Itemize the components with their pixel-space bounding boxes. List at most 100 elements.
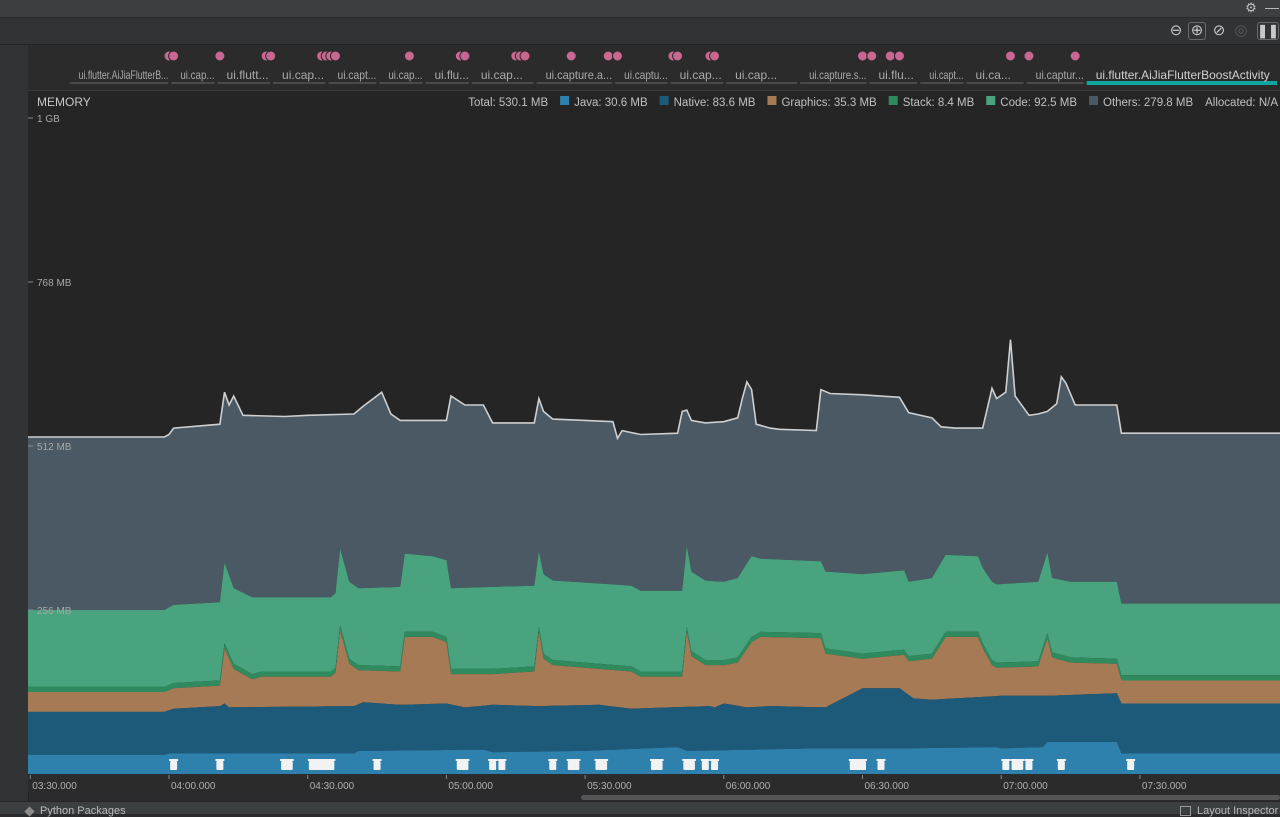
activity-label: ui.capt... (929, 68, 963, 82)
status-bar: Python Packages Layout Inspector (0, 801, 1280, 817)
x-tick-label: 07:00.000 (1003, 781, 1048, 792)
summary-text: Allocated: N/A (1205, 97, 1278, 109)
gc-event-icon[interactable] (169, 759, 179, 770)
interaction-event-marker (672, 50, 684, 62)
activity-label: ui.captur... (1036, 68, 1084, 82)
gc-event-icon[interactable] (326, 759, 336, 770)
pause-icon[interactable]: ❚❚ (1257, 22, 1279, 40)
gc-event-icon[interactable] (497, 759, 507, 770)
interaction-event-marker (403, 50, 415, 62)
interaction-event-marker (866, 50, 878, 62)
x-tick-label: 07:30.000 (1142, 781, 1187, 792)
legend-swatch (888, 96, 898, 105)
gc-event-icon[interactable] (571, 759, 581, 770)
interaction-event-marker (884, 50, 896, 62)
zoom-out-icon[interactable]: ⊖ (1169, 22, 1183, 39)
series-area-others (28, 339, 1280, 610)
gc-event-icon[interactable] (858, 759, 868, 770)
gc-event-icon[interactable] (372, 759, 382, 770)
gc-event-icon[interactable] (460, 759, 470, 770)
x-tick-label: 05:30.000 (587, 781, 632, 792)
gear-icon[interactable]: ⚙ (1245, 0, 1257, 15)
gc-event-icon[interactable] (599, 759, 609, 770)
memory-title: MEMORY (37, 95, 91, 109)
gc-event-icon[interactable] (654, 759, 664, 770)
y-tick-label: 768 MB (37, 278, 72, 289)
activity-label: ui.captu... (624, 68, 667, 82)
package-icon (24, 806, 35, 817)
interaction-event-marker (611, 50, 623, 62)
layout-inspector-tab[interactable]: Layout Inspector (1180, 805, 1278, 817)
minimize-icon[interactable]: — (1265, 0, 1279, 15)
reset-zoom-icon[interactable]: ⊘ (1212, 22, 1226, 39)
activity-label: ui.flu... (435, 68, 469, 82)
gc-event-icon[interactable] (1056, 759, 1066, 770)
interaction-event-marker (459, 50, 471, 62)
interaction-event-marker (168, 50, 180, 62)
gc-event-icon[interactable] (700, 759, 710, 770)
x-tick-label: 04:00.000 (171, 781, 216, 792)
gc-event-icon[interactable] (1024, 759, 1034, 770)
gc-event-icon[interactable] (686, 759, 696, 770)
gc-event-icon[interactable] (284, 759, 294, 770)
activity-label: ui.cap... (180, 68, 214, 82)
y-tick-label: 1 GB (37, 114, 60, 125)
activity-label: ui.capture.a... (546, 68, 613, 82)
gc-event-icon[interactable] (548, 759, 558, 770)
time-axis (28, 775, 1280, 792)
interaction-event-marker (265, 50, 277, 62)
legend-entry: Others: 279.8 MB (1103, 97, 1193, 109)
total-memory-line (28, 339, 1280, 441)
y-tick-label: 512 MB (37, 442, 72, 453)
activity-label: ui.flu... (878, 68, 913, 82)
legend-swatch (986, 96, 996, 105)
left-tool-strip (0, 45, 29, 801)
legend-entry: Native: 83.6 MB (674, 97, 756, 109)
legend-swatch (767, 96, 777, 105)
memory-chart[interactable]: ui.flutter.AiJiaFlutterB... ui.cap... ui.f… (28, 45, 1280, 801)
legend-swatch (560, 96, 570, 105)
window-title-bar: ⚙ — (0, 0, 1280, 18)
interaction-event-marker (519, 50, 531, 62)
legend-swatch (1089, 96, 1098, 105)
activity-label: ui.cap... (282, 68, 324, 82)
activity-label: ui.cap... (680, 68, 722, 82)
interaction-event-marker (565, 50, 577, 62)
activity-label: ui.flutter.AiJiaFlutterB... (79, 68, 169, 82)
interaction-event-marker (1023, 50, 1035, 62)
zoom-in-icon[interactable]: ⊕ (1188, 22, 1206, 40)
interaction-event-marker (857, 50, 869, 62)
activity-label: ui.flutter.AiJiaFlutterBoostActivity (1096, 68, 1270, 82)
gc-event-icon[interactable] (1001, 759, 1011, 770)
go-live-icon: ◎ (1234, 22, 1248, 39)
gc-event-icon[interactable] (1126, 759, 1136, 770)
series-area-graphics (28, 630, 1280, 712)
x-tick-label: 03:30.000 (32, 781, 77, 792)
gc-event-icon[interactable] (710, 759, 720, 770)
horizontal-scrollbar[interactable] (581, 795, 1280, 800)
gc-event-icon[interactable] (488, 759, 498, 770)
legend-entry: Java: 30.6 MB (574, 97, 648, 109)
activity-label: ui.capt... (338, 68, 377, 82)
activity-label: ui.flutt... (227, 68, 269, 82)
legend-entry: Graphics: 35.3 MB (781, 97, 877, 109)
x-tick-label: 06:30.000 (865, 781, 910, 792)
layout-inspector-label: Layout Inspector (1197, 805, 1279, 817)
gc-event-icon[interactable] (876, 759, 886, 770)
legend-entry: Stack: 8.4 MB (903, 97, 975, 109)
series-area-java (28, 742, 1280, 774)
x-tick-label: 04:30.000 (310, 781, 355, 792)
gc-event-icon[interactable] (1015, 759, 1025, 770)
x-tick-label: 06:00.000 (726, 781, 771, 792)
interaction-event-marker (1004, 50, 1016, 62)
activity-label: ui.ca... (976, 68, 1011, 82)
profiler-toolbar: ⊖ ⊕ ⊘ ◎ ❚❚ (0, 18, 1280, 45)
legend-swatch (659, 96, 669, 105)
interaction-event-marker (329, 50, 341, 62)
interaction-event-marker (1069, 50, 1081, 62)
interaction-event-marker (602, 50, 614, 62)
gc-event-icon[interactable] (215, 759, 225, 770)
python-packages-label: Python Packages (40, 805, 126, 817)
python-packages-tab[interactable]: Python Packages (24, 805, 126, 817)
y-tick-label: 256 MB (37, 606, 72, 617)
